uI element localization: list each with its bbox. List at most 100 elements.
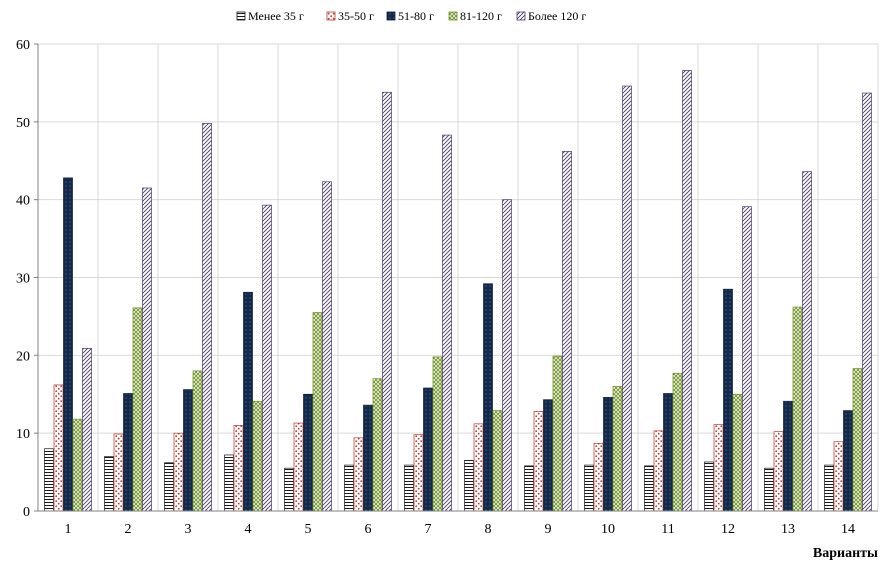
bar-2-cat-10 bbox=[593, 442, 604, 512]
bar-3-cat-5 bbox=[303, 393, 313, 512]
bar-3-cat-1 bbox=[63, 177, 73, 512]
bar-4-cat-10 bbox=[612, 386, 623, 512]
legend-label-1: Менее 35 г bbox=[248, 9, 304, 23]
legend-label-5: Более 120 г bbox=[528, 9, 586, 23]
bar-3-cat-8 bbox=[483, 283, 493, 512]
bar-4-cat-14 bbox=[852, 368, 863, 512]
bar-3-cat-13 bbox=[783, 400, 793, 512]
x-tick-label: 6 bbox=[365, 522, 372, 537]
x-tick-label: 9 bbox=[545, 522, 552, 537]
bar-1-cat-8 bbox=[464, 460, 474, 512]
bar-2-cat-6 bbox=[353, 437, 364, 512]
x-axis-label: Варианты bbox=[813, 546, 878, 561]
bar-1-cat-4 bbox=[224, 454, 234, 512]
gridlines bbox=[37, 43, 879, 512]
legend-swatch-5 bbox=[516, 11, 526, 21]
bar-4-cat-9 bbox=[552, 355, 563, 512]
bar-5-cat-12 bbox=[742, 206, 752, 512]
bar-1-cat-13 bbox=[764, 467, 774, 512]
bar-1-cat-14 bbox=[824, 464, 834, 512]
bar-4-cat-6 bbox=[372, 378, 383, 512]
bar-5-cat-4 bbox=[262, 204, 272, 512]
bar-2-cat-2 bbox=[113, 433, 124, 512]
bar-1-cat-6 bbox=[344, 464, 354, 512]
bar-3-cat-9 bbox=[543, 399, 553, 512]
bar-1-cat-5 bbox=[284, 467, 294, 512]
bar-2-cat-13 bbox=[773, 431, 784, 512]
bar-4-cat-12 bbox=[732, 393, 743, 512]
y-tick-label: 10 bbox=[16, 427, 30, 442]
bar-1-cat-10 bbox=[584, 464, 594, 512]
x-tick-label: 4 bbox=[245, 522, 252, 537]
bar-2-cat-7 bbox=[413, 434, 424, 512]
x-tick-label: 8 bbox=[485, 522, 492, 537]
x-tick-label: 3 bbox=[185, 522, 192, 537]
bar-5-cat-14 bbox=[862, 92, 872, 512]
bar-5-cat-8 bbox=[502, 199, 512, 512]
bar-2-cat-9 bbox=[533, 411, 544, 512]
bar-3-cat-14 bbox=[843, 410, 853, 512]
x-tick-label: 2 bbox=[125, 522, 132, 537]
bar-2-cat-14 bbox=[833, 441, 844, 512]
x-tick-label: 1 bbox=[65, 522, 72, 537]
bar-5-cat-7 bbox=[442, 134, 452, 512]
bar-5-cat-6 bbox=[382, 91, 392, 512]
legend-label-2: 35-50 г bbox=[338, 9, 374, 23]
bar-4-cat-7 bbox=[432, 356, 443, 512]
bar-2-cat-8 bbox=[473, 423, 484, 512]
bar-5-cat-11 bbox=[682, 70, 692, 512]
bar-2-cat-5 bbox=[293, 422, 304, 512]
bar-1-cat-11 bbox=[644, 465, 654, 512]
y-tick-label: 30 bbox=[16, 272, 30, 287]
x-tick-label: 5 bbox=[305, 522, 312, 537]
bar-1-cat-7 bbox=[404, 464, 414, 512]
y-tick-label: 40 bbox=[16, 194, 30, 209]
bar-1-cat-1 bbox=[44, 448, 54, 512]
bar-3-cat-4 bbox=[243, 291, 253, 512]
bar-4-cat-4 bbox=[252, 400, 263, 512]
legend-swatch-1 bbox=[236, 11, 246, 21]
bar-2-cat-1 bbox=[53, 384, 64, 512]
legend: Менее 35 г 35-50 г 51-80 г 81-120 г Более 12… bbox=[236, 9, 586, 23]
bar-5-cat-5 bbox=[322, 181, 332, 512]
y-tick-label: 60 bbox=[16, 38, 30, 53]
bar-4-cat-11 bbox=[672, 372, 683, 512]
bar-2-cat-4 bbox=[233, 425, 244, 512]
x-tick-label: 11 bbox=[661, 522, 674, 537]
bar-2-cat-3 bbox=[173, 432, 184, 512]
bar-4-cat-3 bbox=[192, 370, 203, 512]
y-tick-label: 0 bbox=[23, 505, 30, 520]
legend-swatch-3 bbox=[386, 11, 396, 21]
bar-5-cat-9 bbox=[562, 151, 572, 512]
bar-1-cat-9 bbox=[524, 465, 534, 512]
bar-3-cat-2 bbox=[123, 393, 133, 512]
bar-4-cat-13 bbox=[792, 306, 803, 512]
bar-4-cat-1 bbox=[72, 418, 83, 512]
bar-1-cat-3 bbox=[164, 462, 174, 512]
bar-5-cat-1 bbox=[82, 347, 92, 512]
x-tick-label: 14 bbox=[841, 522, 855, 537]
legend-label-3: 51-80 г bbox=[398, 9, 434, 23]
bar-3-cat-12 bbox=[723, 288, 733, 512]
bars-group bbox=[44, 70, 872, 512]
bar-3-cat-3 bbox=[183, 389, 193, 512]
bar-2-cat-11 bbox=[653, 430, 664, 512]
x-tick-label: 13 bbox=[781, 522, 795, 537]
bar-3-cat-11 bbox=[663, 393, 673, 512]
bar-5-cat-13 bbox=[802, 171, 812, 512]
legend-label-4: 81-120 г bbox=[460, 9, 502, 23]
bar-5-cat-2 bbox=[142, 187, 152, 512]
y-tick-label: 20 bbox=[16, 349, 30, 364]
bar-2-cat-12 bbox=[713, 424, 724, 512]
bar-4-cat-5 bbox=[312, 312, 323, 512]
bar-4-cat-8 bbox=[492, 410, 503, 512]
bar-3-cat-10 bbox=[603, 397, 613, 512]
legend-swatch-4 bbox=[448, 11, 458, 21]
legend-swatch-2 bbox=[326, 11, 336, 21]
bar-1-cat-2 bbox=[104, 456, 114, 512]
bar-5-cat-10 bbox=[622, 85, 632, 512]
bar-3-cat-6 bbox=[363, 404, 373, 512]
y-tick-label: 50 bbox=[16, 116, 30, 131]
